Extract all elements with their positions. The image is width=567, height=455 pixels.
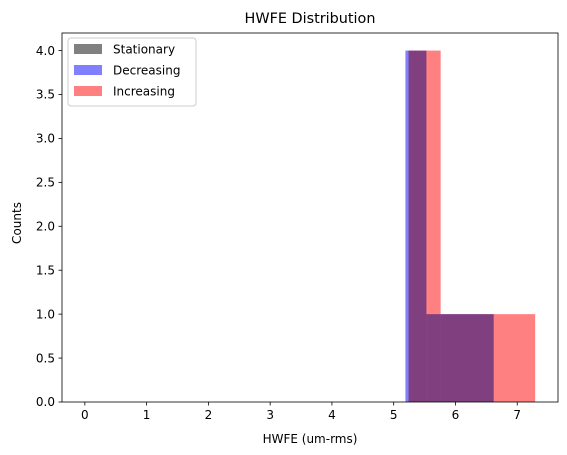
bar-increasing-3 xyxy=(493,314,536,402)
x-axis: 0 1 2 3 4 5 6 7 xyxy=(81,402,521,422)
chart-title: HWFE Distribution xyxy=(245,11,376,27)
y-tick-label: 0.5 xyxy=(36,351,55,365)
bar-increasing-0 xyxy=(408,50,428,402)
x-tick-label: 5 xyxy=(390,408,398,422)
x-tick-label: 2 xyxy=(205,408,213,422)
y-tick-label: 1.5 xyxy=(36,263,55,277)
y-axis: 0.0 0.5 1.0 1.5 2.0 2.5 3.0 3.5 4.0 xyxy=(36,44,62,409)
x-tick-label: 4 xyxy=(328,408,336,422)
y-tick-label: 0.0 xyxy=(36,395,55,409)
legend-label-decreasing: Decreasing xyxy=(113,64,180,78)
y-axis-label: Counts xyxy=(10,202,24,244)
y-tick-label: 2.0 xyxy=(36,219,55,233)
x-tick-label: 3 xyxy=(266,408,274,422)
bars-layer xyxy=(405,50,536,402)
legend-swatch-increasing xyxy=(74,86,102,96)
x-tick-label: 7 xyxy=(513,408,521,422)
x-axis-label: HWFE (um-rms) xyxy=(263,432,358,446)
legend-label-increasing: Increasing xyxy=(113,85,175,99)
legend-label-stationary: Stationary xyxy=(113,43,175,57)
legend-swatch-decreasing xyxy=(74,65,102,75)
x-tick-label: 0 xyxy=(81,408,89,422)
legend-swatch-stationary xyxy=(74,44,102,54)
y-tick-label: 1.0 xyxy=(36,307,55,321)
bar-increasing-2 xyxy=(440,314,494,402)
x-tick-label: 6 xyxy=(452,408,460,422)
bar-increasing-1 xyxy=(427,50,441,402)
x-tick-label: 1 xyxy=(143,408,151,422)
plot-frame xyxy=(61,32,559,403)
y-tick-label: 2.5 xyxy=(36,176,55,190)
y-tick-label: 4.0 xyxy=(36,44,55,58)
y-tick-label: 3.0 xyxy=(36,132,55,146)
y-tick-label: 3.5 xyxy=(36,88,55,102)
legend: Stationary Decreasing Increasing xyxy=(67,37,197,107)
